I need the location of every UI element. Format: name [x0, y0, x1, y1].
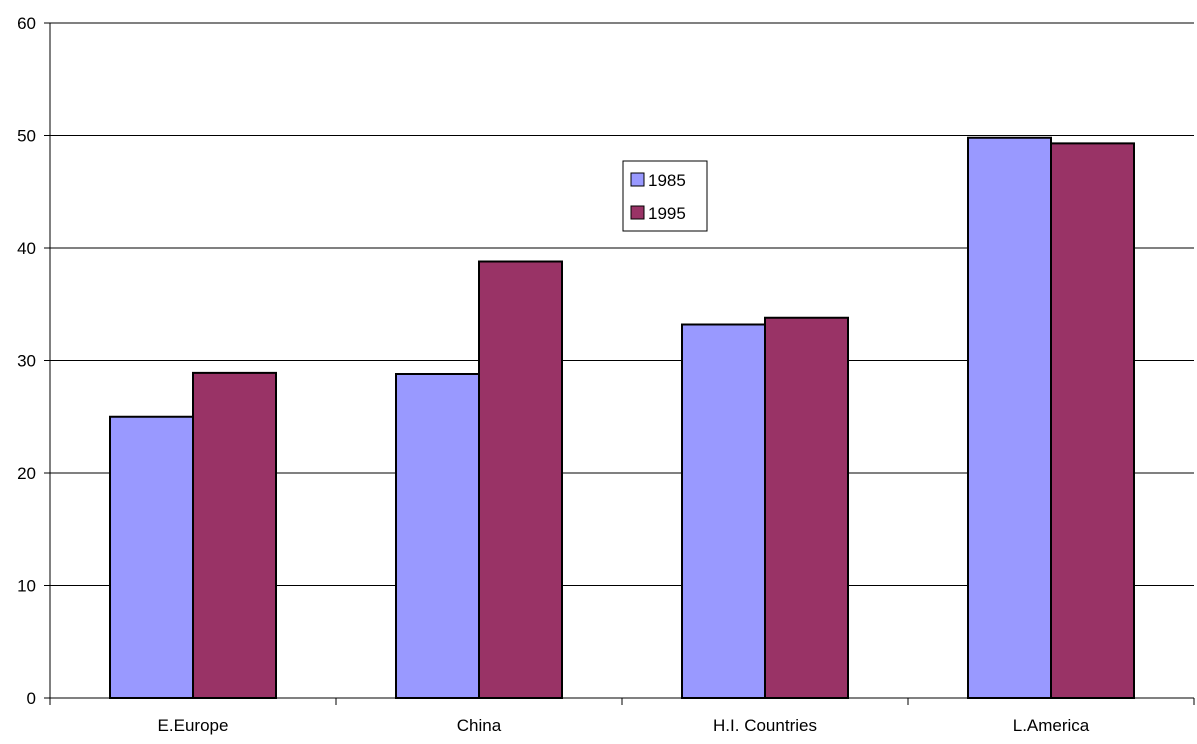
- axes: [44, 22, 1195, 705]
- bar-1995-h-i-countries: [764, 316, 849, 699]
- x-category-label: L.America: [1013, 716, 1090, 735]
- y-tick-label: 30: [17, 352, 36, 371]
- y-tick-label: 20: [17, 464, 36, 483]
- y-tick-label: 40: [17, 239, 36, 258]
- bar-1995-l-america: [1050, 142, 1135, 699]
- y-tick-label: 60: [17, 14, 36, 33]
- bars: [109, 136, 1135, 699]
- bar-1985-h-i-countries: [681, 323, 766, 699]
- bar-1995-e-europe: [192, 371, 277, 699]
- y-tick-label: 50: [17, 127, 36, 146]
- legend-label: 1985: [648, 171, 686, 190]
- bar-1985-e-europe: [109, 415, 194, 699]
- bar-1985-china: [395, 373, 480, 699]
- legend-swatch-1995: [630, 205, 645, 220]
- y-tick-label: 10: [17, 577, 36, 596]
- legend-label: 1995: [648, 204, 686, 223]
- legend-swatch-1985: [630, 172, 645, 187]
- bar-1985-l-america: [967, 136, 1052, 699]
- tick-labels: 0 10 20 30 40 50 60 E.Europe China H.I. Countries…: [17, 14, 1090, 735]
- x-category-label: China: [457, 716, 502, 735]
- x-category-label: E.Europe: [158, 716, 229, 735]
- x-category-label: H.I. Countries: [713, 716, 817, 735]
- bar-1995-china: [478, 260, 563, 699]
- y-tick-label: 0: [27, 689, 36, 708]
- legend: 1985 1995: [622, 160, 708, 232]
